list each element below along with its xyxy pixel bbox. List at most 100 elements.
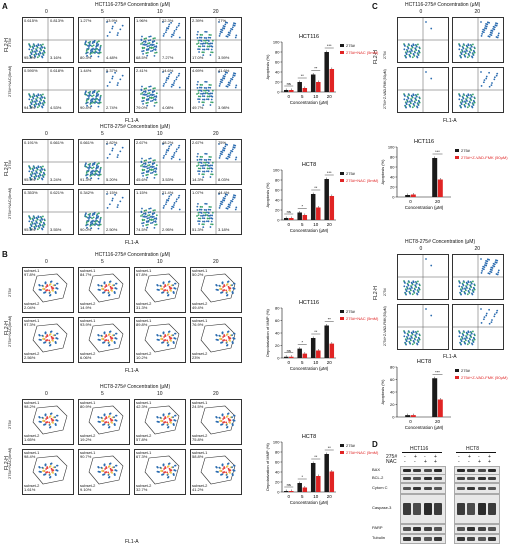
panel-c-hct116-flow-grid: 275# 275#+Z-VAD-FMK(50μM) [383, 15, 505, 115]
x-axis-label: Concentration (μM) [405, 425, 444, 430]
quadrant-q2-value: 22.3% [162, 18, 174, 23]
flow-plot [452, 304, 504, 350]
subset-2-label: subset-2 [80, 301, 96, 306]
quadrant-q4-value: 68.5% [136, 55, 148, 60]
subset-1-label: subset-1 [136, 318, 152, 323]
subset-2-value: 49.4% [192, 305, 204, 310]
blot-band [477, 469, 486, 472]
subset-1-label: subset-1 [80, 318, 96, 323]
flow-dots [79, 68, 129, 112]
panel-b-hct116-flow-grid: 275# subset-1 97.8% subset-2 2.04% subset-1 84… [7, 265, 245, 365]
flow-dots [135, 68, 185, 112]
quadrant-q2-value: 5.37% [106, 68, 118, 73]
flow-dots [79, 140, 129, 184]
significance-label: ns [287, 348, 291, 353]
flow-plot [397, 17, 449, 63]
legend-swatch [455, 369, 459, 372]
flow-dots [398, 18, 448, 62]
quadrant-q4-value: 95.9% [24, 177, 36, 182]
bar [283, 90, 289, 92]
flow-dots [135, 18, 185, 62]
significance-label: * [301, 474, 303, 479]
y-axis-label: Depolarization of MMP (%) [265, 442, 270, 490]
column-label: 0 [45, 259, 48, 265]
quadrant-q1-value: 2.41% [136, 68, 148, 73]
subset-2-label: subset-2 [136, 301, 152, 306]
flow-dots [398, 255, 448, 299]
quadrant-q2-value: 0.661% [50, 140, 64, 145]
chart-title: HCT8 [417, 359, 431, 365]
flow-dots [191, 18, 241, 62]
treat-sign: - [404, 459, 406, 465]
bar [410, 194, 416, 197]
flow-dots [79, 190, 129, 234]
flow-plot: 1.07% 44.4% 51.3% 3.18% [190, 189, 242, 235]
blot-band [413, 527, 421, 531]
quadrant-q1-value: 1.07% [192, 190, 204, 195]
quadrant-q4-value: 90.0% [80, 227, 92, 232]
subset-1-label: subset-1 [24, 450, 40, 455]
flow-plot: 2.39% 77% 17.0% 3.59% [190, 17, 242, 63]
protein-label: Tubulin [372, 535, 385, 540]
protein-label: PARP [372, 525, 383, 530]
y-tick-label: 80 [275, 178, 280, 183]
quadrant-q2-value: 75% [218, 140, 227, 145]
flow-plot [397, 67, 449, 113]
column-label: 10 [157, 259, 163, 265]
quadrant-q2-value: 13.9% [106, 18, 118, 23]
quadrant-q2-value: 2.82% [106, 140, 118, 145]
bar [297, 348, 302, 358]
flow-plot [397, 304, 449, 350]
bar [316, 476, 321, 492]
quadrant-q1-value: 4.69% [192, 68, 204, 73]
column-label: 20 [213, 391, 219, 397]
y-tick-label: 20 [275, 343, 280, 348]
flow-plot: subset-1 67.8% subset-2 31.3% [134, 267, 186, 313]
bar [437, 179, 443, 197]
row-label: 275# [383, 288, 387, 296]
significance-label: *** [435, 369, 440, 374]
treat-sign: + [488, 459, 491, 465]
y-tick-label: 60 [275, 318, 280, 323]
gate-dots [88, 323, 124, 353]
significance-label: ** [314, 185, 318, 190]
x-tick-label: 5 [301, 94, 304, 99]
panel-a-hct8-flow-grid: 275# 0.191% 0.661% 95.9% 3.24% 0.661% 2.82% 91.… [7, 137, 245, 237]
quadrant-q4-value: 17.0% [192, 55, 204, 60]
subset-1-value: 42.3% [136, 404, 148, 409]
x-tick-label: 0 [287, 360, 290, 365]
blot-band [434, 486, 442, 491]
blot-strip [454, 474, 500, 483]
quadrant-q1-value: 1.96% [136, 18, 148, 23]
gate-dots [144, 273, 180, 303]
flow-plot: 0.615% 0.813% 95.4% 3.16% [22, 17, 74, 63]
flow-plot: subset-1 42.3% subset-2 57.8% [134, 399, 186, 445]
x-axis-label: Concentration (μM) [290, 228, 329, 233]
gate-dots [32, 273, 68, 303]
bar [324, 179, 329, 220]
panel-letter-d: D [372, 440, 378, 449]
flow-dots [23, 140, 73, 184]
x-tick-label: 20 [327, 494, 333, 499]
quadrant-q2-value: 7.15% [106, 190, 118, 195]
legend-label: 275# [461, 368, 471, 373]
blot-strip [454, 524, 500, 534]
blot-band [434, 477, 442, 480]
panel-a-hct116-flow-grid: 275# 0.615% 0.813% 95.4% 3.16% 1.27% 13.9% 80.3… [7, 15, 245, 115]
blot-band [456, 469, 465, 472]
subset-2-value: 75.8% [192, 437, 204, 442]
subset-1-label: subset-1 [192, 450, 208, 455]
y-axis-label: Apoptosis (%) [380, 379, 385, 405]
legend-label: 275#+Z-VAD-FMK (50μM) [461, 375, 508, 380]
subset-2-value: 23% [192, 355, 201, 360]
treat-sign: + [434, 454, 437, 460]
quadrant-q4-value: 91.3% [80, 177, 92, 182]
bar [297, 82, 302, 92]
bar [302, 88, 308, 92]
treat-sign: - [468, 459, 470, 465]
quadrant-q3-value: 3.24% [50, 177, 62, 182]
blot-band [467, 477, 475, 480]
subset-2-label: subset-2 [24, 301, 40, 306]
treat-sign: - [458, 454, 460, 460]
